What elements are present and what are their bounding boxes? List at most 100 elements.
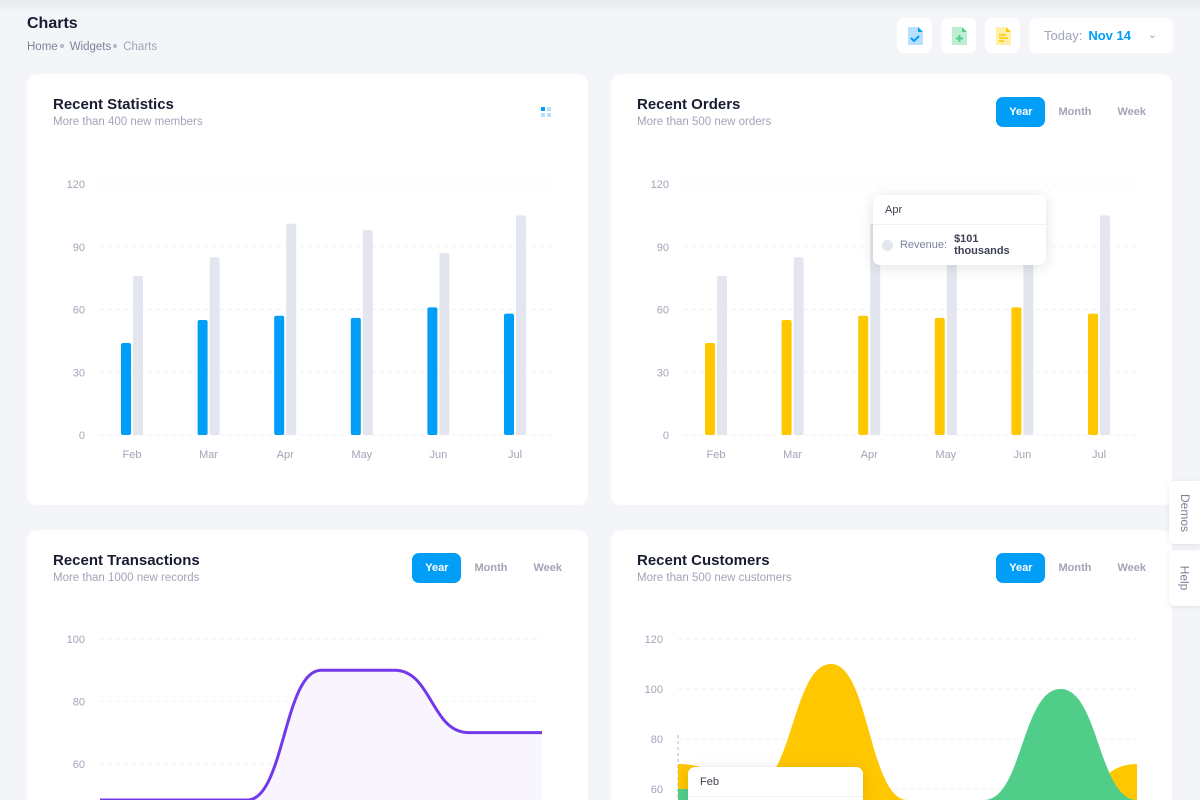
- bar: [870, 223, 881, 435]
- bar: [946, 230, 957, 435]
- card-title: Recent Statistics: [53, 96, 174, 113]
- top-shade: [0, 0, 1200, 14]
- card-subtitle: More than 500 new customers: [637, 572, 792, 584]
- x-tick-label: Jun: [1014, 449, 1032, 461]
- x-tick-label: Jun: [430, 449, 448, 461]
- card-subtitle: More than 1000 new records: [53, 572, 200, 584]
- file-check-button[interactable]: [897, 18, 932, 53]
- bar: [274, 315, 285, 435]
- bar: [350, 317, 361, 435]
- card-title: Recent Transactions: [53, 552, 200, 569]
- bar: [121, 342, 131, 435]
- card-recent-orders: Recent Orders More than 500 new orders Y…: [611, 74, 1172, 505]
- x-tick-label: May: [351, 449, 372, 461]
- series-marker: [882, 239, 893, 251]
- y-tick-label: 100: [645, 684, 663, 696]
- customers-tooltip: Feb: [688, 767, 863, 800]
- x-tick-label: Apr: [277, 449, 294, 461]
- y-tick-label: 90: [657, 242, 669, 254]
- tab-year[interactable]: Year: [996, 97, 1046, 127]
- help-tab[interactable]: Help: [1169, 550, 1200, 606]
- card-recent-customers: Recent Customers More than 500 new custo…: [611, 530, 1172, 800]
- tooltip-title: Apr: [873, 195, 1046, 225]
- tab-month[interactable]: Month: [1058, 562, 1092, 574]
- breadcrumb-widgets[interactable]: Widgets: [70, 41, 119, 53]
- y-tick-label: 30: [657, 367, 669, 379]
- bar: [516, 215, 526, 435]
- date-label: Today:: [1044, 28, 1083, 43]
- tab-year[interactable]: Year: [996, 553, 1046, 583]
- bar: [286, 223, 297, 435]
- y-tick-label: 30: [73, 367, 85, 379]
- tab-week[interactable]: Week: [533, 562, 562, 574]
- chart-0: 0 30 60 90 120 Feb Mar Apr May Jun Jul: [67, 179, 552, 461]
- tab-year[interactable]: Year: [412, 553, 462, 583]
- y-tick-label: 80: [73, 696, 85, 708]
- y-tick-label: 60: [73, 305, 85, 317]
- breadcrumb-current: Charts: [123, 41, 158, 53]
- page-title: Charts: [27, 15, 78, 32]
- y-tick-label: 60: [651, 784, 663, 796]
- x-tick-label: Feb: [123, 449, 142, 461]
- x-tick-label: Apr: [861, 449, 878, 461]
- chart-2: 60 80 100: [67, 634, 542, 800]
- x-tick-label: May: [935, 449, 956, 461]
- card-title: Recent Customers: [637, 552, 770, 569]
- file-check-icon: [907, 26, 923, 45]
- bar: [781, 319, 792, 435]
- file-text-icon: [995, 26, 1011, 45]
- tab-week[interactable]: Week: [1117, 562, 1146, 574]
- tab-month[interactable]: Month: [1058, 106, 1092, 118]
- y-tick-label: 120: [645, 634, 663, 646]
- orders-tooltip: Apr Revenue: $101 thousands: [873, 195, 1046, 265]
- date-value: Nov 14: [1088, 28, 1131, 43]
- tab-week[interactable]: Week: [1117, 106, 1146, 118]
- file-add-icon: [951, 26, 967, 45]
- bar: [362, 230, 373, 435]
- breadcrumb-home[interactable]: Home: [27, 41, 65, 53]
- area-fill: [100, 670, 542, 800]
- tooltip-value: $101 thousands: [954, 233, 1010, 257]
- chart-3: 60 80 100 120: [645, 634, 1137, 800]
- bar: [1100, 215, 1110, 435]
- x-tick-label: Mar: [783, 449, 802, 461]
- y-tick-label: 60: [73, 759, 85, 771]
- bar: [1088, 313, 1098, 435]
- y-tick-label: 0: [79, 430, 85, 442]
- card-subtitle: More than 500 new orders: [637, 116, 772, 128]
- date-picker[interactable]: Today: Nov 14 ⌄: [1029, 18, 1173, 53]
- bar: [717, 276, 727, 435]
- bar: [858, 315, 869, 435]
- tooltip-label: Revenue:: [899, 239, 948, 251]
- bar: [934, 317, 945, 435]
- tab-month[interactable]: Month: [474, 562, 508, 574]
- x-tick-label: Feb: [707, 449, 726, 461]
- area-series: [678, 664, 1137, 800]
- area-series: [678, 689, 1137, 800]
- bar: [504, 313, 514, 435]
- bar: [1011, 307, 1022, 435]
- bar: [1023, 253, 1034, 435]
- grid-menu-icon[interactable]: [541, 107, 553, 119]
- y-tick-label: 60: [657, 305, 669, 317]
- bar: [209, 257, 220, 435]
- tooltip-title: Feb: [688, 767, 863, 797]
- bar: [793, 257, 804, 435]
- y-tick-label: 120: [651, 179, 669, 191]
- x-tick-label: Jul: [508, 449, 522, 461]
- file-text-button[interactable]: [985, 18, 1020, 53]
- breadcrumb: Home Widgets Charts: [27, 41, 157, 53]
- bar: [705, 342, 715, 435]
- card-recent-statistics: Recent Statistics More than 400 new memb…: [27, 74, 588, 505]
- card-subtitle: More than 400 new members: [53, 116, 203, 128]
- series-line: [100, 668, 542, 800]
- bar: [427, 307, 438, 435]
- file-add-button[interactable]: [941, 18, 976, 53]
- bar: [439, 253, 450, 435]
- demos-tab[interactable]: Demos: [1169, 481, 1200, 544]
- chevron-down-icon: ⌄: [1147, 29, 1157, 41]
- bar: [133, 276, 143, 435]
- card-title: Recent Orders: [637, 96, 741, 113]
- card-recent-transactions: Recent Transactions More than 1000 new r…: [27, 530, 588, 800]
- bar: [197, 319, 208, 435]
